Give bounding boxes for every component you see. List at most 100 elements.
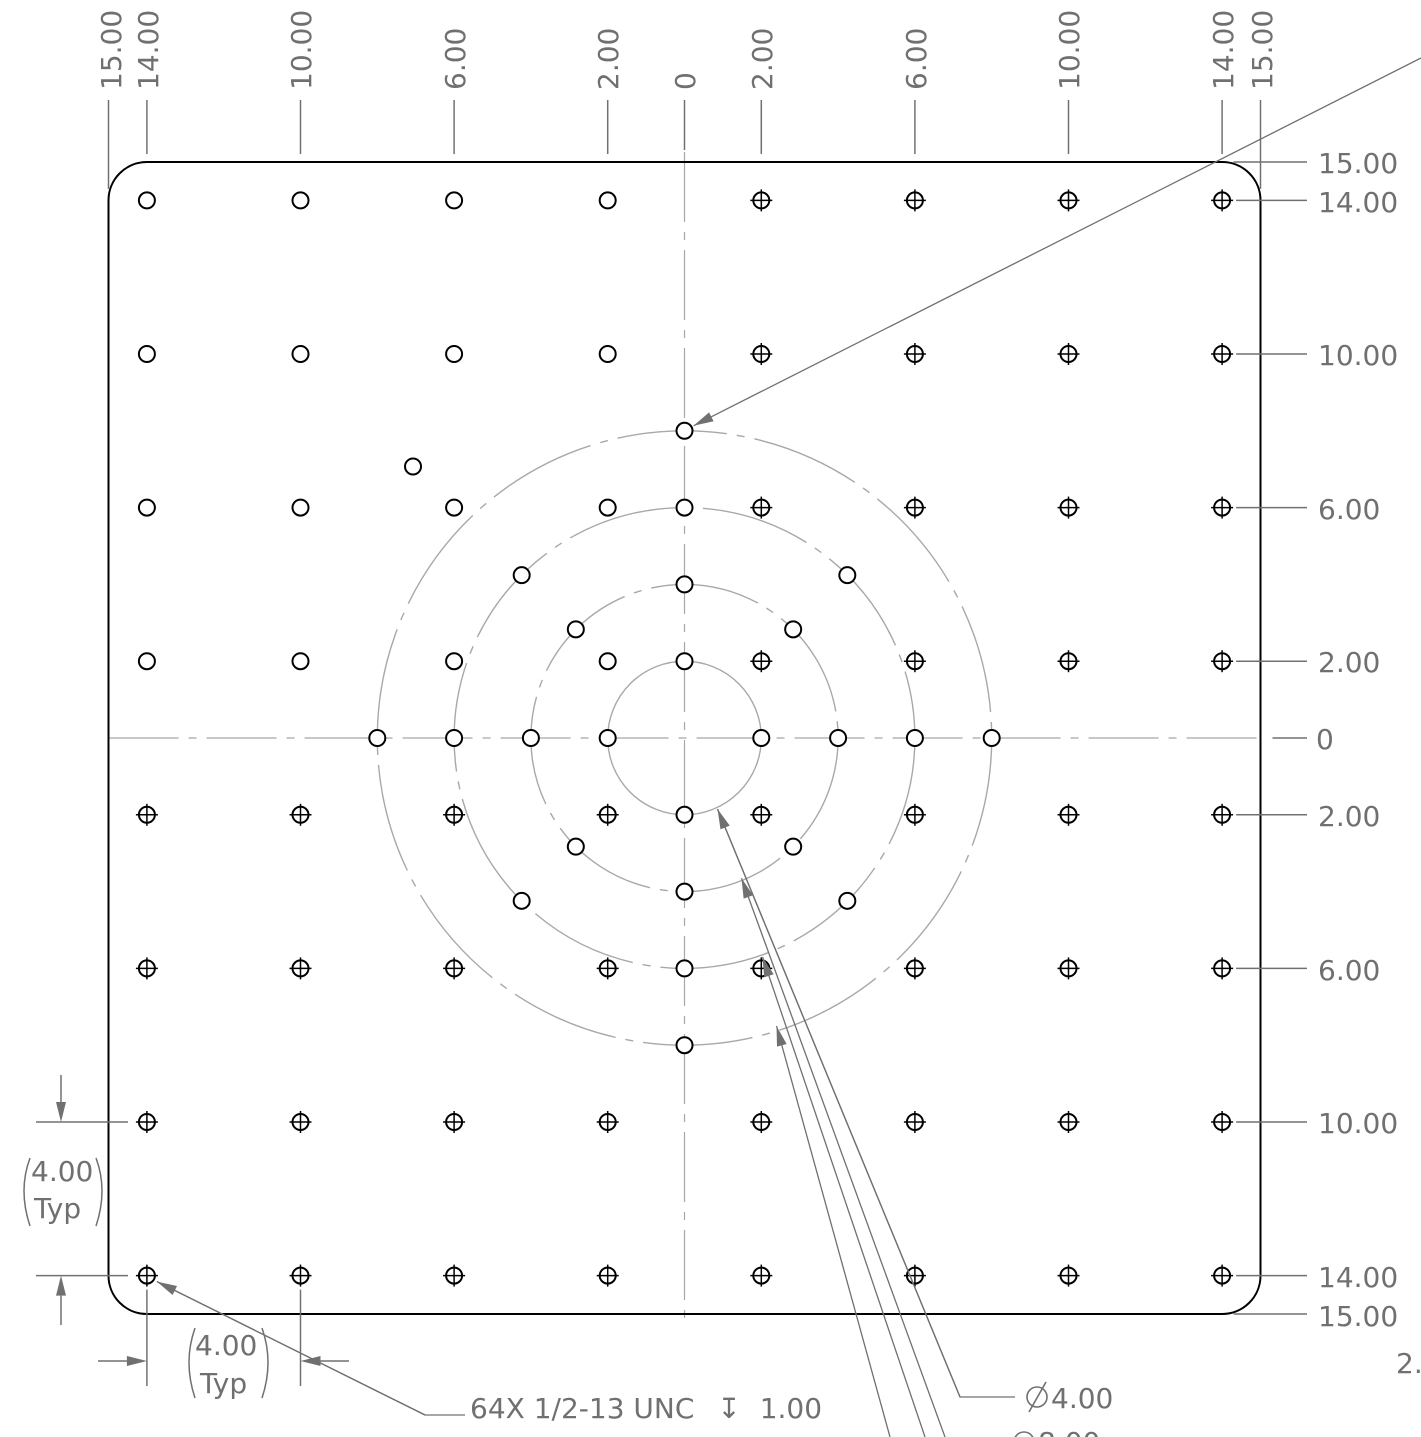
grid-hole--2-14 [598,191,617,210]
top-dim-6-right: 6.00 [900,28,933,90]
top-dim-10-left: 10.00 [285,10,318,90]
grid-hole--14-10 [137,345,156,363]
grid-hole--6-6 [445,498,464,517]
pattern-hole-6 [512,891,531,910]
pattern-hole-4 [566,837,585,856]
leader-dia16 [775,1025,891,1437]
top-dim-6-left: 6.00 [439,28,472,90]
right-dim-15-bottom: 15.00 [1318,1300,1398,1333]
top-dim-2-right: 2.00 [746,28,779,90]
right-dim-6-top: 6.00 [1318,493,1380,526]
center-row-hole--8 [368,729,387,747]
center-col-hole--6 [675,959,694,978]
right-dim-14-top: 14.00 [1318,186,1398,219]
typ-spacing-vertical: 4.00 Typ [23,1155,103,1227]
center-row-hole-4 [829,729,848,747]
holes [135,189,1234,1287]
typ-horizontal-value: 4.00 [195,1329,257,1362]
center-col-hole--4 [675,882,694,901]
leader-tapped-note-arrow-arrow [156,1281,178,1295]
dimension-lines [36,100,1307,1386]
plate-outline [107,161,1262,1315]
typ-v-arrow-bottom [56,1275,66,1296]
leader-top-hole-arrow [693,412,714,426]
dia-8-value: 8.00 [1038,1426,1100,1437]
center-row-hole-2 [752,729,771,747]
typ-v-arrow-top [56,1102,66,1122]
top-dim-0: 0 [669,72,702,90]
top-dim-14-right: 14.00 [1207,10,1240,90]
pattern-hole-0 [512,566,531,585]
right-dim-15-top: 15.00 [1318,147,1398,180]
grid-hole--10-2 [291,652,310,671]
typ-spacing-horizontal: 4.00 Typ [188,1327,269,1400]
pattern-hole-8 [404,457,423,476]
pattern-hole-7 [838,891,857,910]
leader-dia12 [761,956,926,1437]
typ-h-arrow-left [126,1356,147,1366]
top-ordinate-labels: 15.00 14.00 10.00 6.00 2.00 0 2.00 6.00 … [95,10,1279,90]
typ-vertical-suffix: Typ [33,1192,81,1225]
center-col-hole-4 [675,575,694,594]
dia-4-note: 4.00 [1026,1381,1113,1415]
top-dim-10-right: 10.00 [1053,10,1086,90]
depth-symbol: ↧ [717,1392,740,1425]
right-dim-10-top: 10.00 [1318,339,1398,372]
cut-off-label: 2. [1396,1347,1421,1380]
top-dim-15-right: 15.00 [1246,10,1279,90]
right-ordinate-labels: 15.00 14.00 10.00 6.00 2.00 0 2.00 6.00 … [1316,147,1398,1333]
grid-hole--6-14 [445,191,464,210]
diameter-symbol-icon-2 [1014,1431,1034,1437]
leader-dia8 [740,877,946,1437]
dia-4-value: 4.00 [1051,1382,1113,1415]
pattern-hole-3 [784,620,803,639]
pattern-hole-1 [838,566,857,585]
typ-h-arrow-right [300,1356,321,1366]
grid-hole--6-10 [445,345,464,363]
right-dim-10-bottom: 10.00 [1318,1107,1398,1140]
right-dim-0: 0 [1316,723,1334,756]
grid-hole--14-6 [137,498,156,517]
leader-dia16-arrow [776,1026,787,1047]
diameter-symbol-slash [1028,1381,1047,1413]
leader-dia4-arrow-arrow [717,809,730,830]
center-col-hole-2 [675,652,694,671]
leader-dia4-arrow [716,808,961,1398]
grid-hole--2-2 [598,652,617,671]
grid-hole--14-2 [137,652,156,671]
grid-hole--10-6 [291,498,310,517]
tapped-hole-count-thread: 64X 1/2-13 UNC [470,1392,694,1425]
grid-hole--6-2 [445,652,464,671]
grid-hole--10-10 [291,345,310,363]
tapped-hole-note: 64X 1/2-13 UNC ↧ 1.00 [470,1392,822,1425]
typ-vertical-value: 4.00 [31,1155,93,1188]
diameter-symbol-icon [1026,1386,1048,1408]
grid-hole--2-6 [598,498,617,517]
typ-horizontal-suffix: Typ [199,1367,247,1400]
right-dim-2-bottom: 2.00 [1318,800,1380,833]
grid-hole--14-14 [137,191,156,210]
leader-dia12-arrow [762,956,774,978]
pattern-hole-5 [784,837,803,856]
right-dim-14-bottom: 14.00 [1318,1261,1398,1294]
leader-dia4 [716,808,1015,1398]
grid-hole--2-10 [598,345,617,363]
right-dim-2-top: 2.00 [1318,646,1380,679]
right-dim-6-bottom: 6.00 [1318,954,1380,987]
top-dim-15-left: 15.00 [95,10,128,90]
center-col-hole-8 [675,421,694,440]
center-col-hole--2 [675,805,694,824]
center-row-hole-6 [905,729,924,747]
center-col-hole--8 [675,1036,694,1055]
leader-dia8-arrow [741,878,754,899]
top-dim-2-left: 2.00 [592,28,625,90]
tapped-depth: 1.00 [760,1392,822,1425]
center-row-hole--2 [598,729,617,747]
leader-top-hole [693,57,1421,427]
leader-tapped-note-arrow [156,1281,426,1416]
dia-8-note: 8.00 [1014,1426,1100,1437]
center-row-hole--4 [521,729,540,747]
top-dim-14-left: 14.00 [132,10,165,90]
grid-hole--10-14 [291,191,310,210]
